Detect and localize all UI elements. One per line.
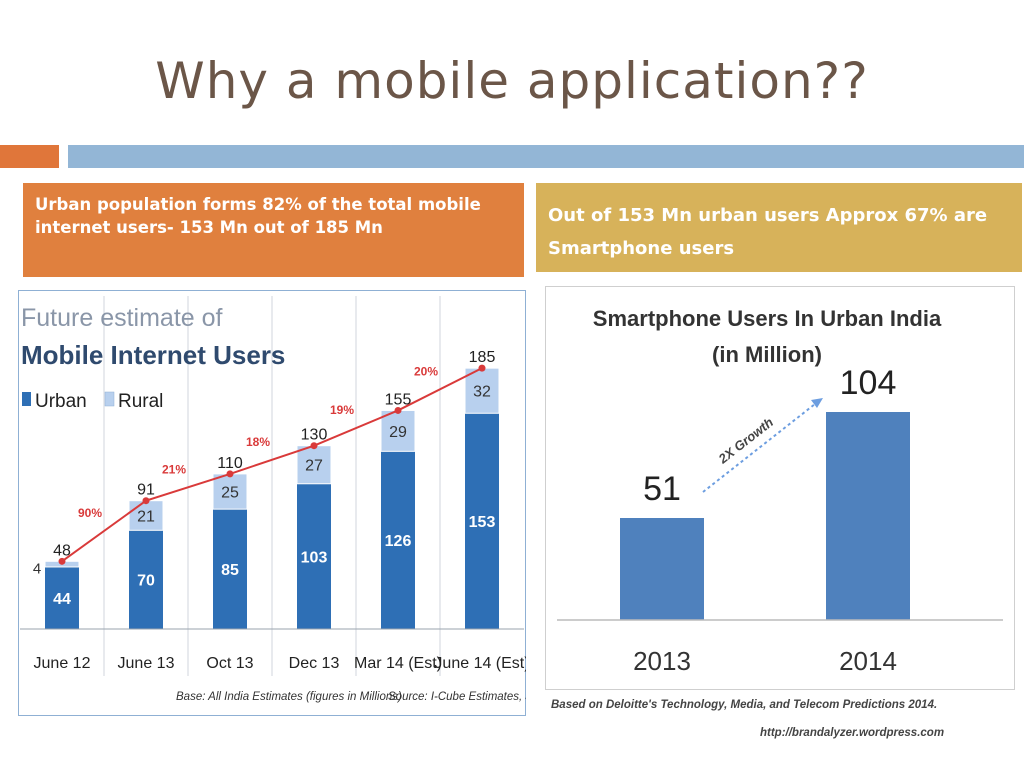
growth-point xyxy=(226,470,234,478)
total-value-label: 48 xyxy=(53,542,71,559)
growth-rate-label: 20% xyxy=(414,364,438,378)
bar-rural xyxy=(128,500,164,531)
growth-point xyxy=(142,497,150,505)
category-label: June 12 xyxy=(34,655,91,672)
growth-rate-label: 19% xyxy=(330,403,354,417)
bar-urban xyxy=(213,509,247,629)
total-value-label: 155 xyxy=(385,391,412,408)
growth-point xyxy=(394,406,402,414)
category-label: June 13 xyxy=(118,655,175,672)
category-label: Mar 14 (Est) xyxy=(354,655,442,672)
urban-value-label: 85 xyxy=(221,562,239,579)
total-value-label: 91 xyxy=(137,482,155,499)
growth-rate-label: 21% xyxy=(162,462,186,476)
rural-value-label: 27 xyxy=(305,458,323,475)
category-label: Dec 13 xyxy=(289,655,340,672)
bar-urban xyxy=(297,483,331,629)
category-label: June 14 (Est) xyxy=(434,655,526,672)
accent-bar-orange xyxy=(0,145,59,168)
footnote-source: Source: I-Cube Estimates, June 2013 xyxy=(388,691,526,703)
bar-urban xyxy=(465,413,499,629)
urban-value-label: 44 xyxy=(53,591,71,608)
chart-title-line2: (in Million) xyxy=(712,342,822,367)
smartphone-users-chart: Smartphone Users In Urban India (in Mill… xyxy=(545,286,1015,739)
callout-urban-population: Urban population forms 82% of the total … xyxy=(23,183,524,277)
accent-bar-blue xyxy=(68,145,1024,168)
urban-value-label: 153 xyxy=(469,514,496,531)
legend-rural-label: Rural xyxy=(118,391,163,412)
bar-urban xyxy=(381,451,415,629)
growth-point xyxy=(58,557,66,565)
footnote-url: http://brandalyzer.wordpress.com xyxy=(760,727,944,739)
growth-rate-label: 90% xyxy=(78,506,102,520)
urban-value-label: 126 xyxy=(385,533,412,550)
footnote-base: Base: All India Estimates (figures in Mi… xyxy=(176,691,402,703)
legend-urban-swatch xyxy=(22,392,31,406)
rural-value-label: 25 xyxy=(221,485,239,502)
chart-title-line1: Future estimate of xyxy=(21,304,223,332)
footnote-source: Based on Deloitte's Technology, Media, a… xyxy=(551,699,937,711)
category-label: 2013 xyxy=(633,646,691,676)
total-value-label: 130 xyxy=(301,427,328,444)
rural-value-label: 32 xyxy=(473,384,491,401)
category-label: 2014 xyxy=(839,646,897,676)
bar-rural xyxy=(296,445,332,485)
bar-smartphone-users xyxy=(620,518,704,620)
chart-title-line2: Mobile Internet Users xyxy=(21,340,285,370)
legend-urban-label: Urban xyxy=(35,391,87,412)
growth-line xyxy=(61,367,483,563)
mobile-internet-users-chart: Future estimate of Mobile Internet Users… xyxy=(18,290,526,716)
rural-value-label: 21 xyxy=(137,508,155,525)
value-label: 104 xyxy=(840,364,897,402)
total-value-label: 185 xyxy=(469,349,496,366)
total-value-label: 110 xyxy=(217,455,243,472)
growth-point xyxy=(310,442,318,450)
rural-value-label: 29 xyxy=(389,424,407,441)
growth-point xyxy=(478,364,486,372)
legend-rural-swatch xyxy=(104,391,115,407)
bar-urban xyxy=(45,566,79,629)
rural-value-label: 4 xyxy=(33,560,41,577)
bar-urban xyxy=(129,530,163,629)
category-label: Oct 13 xyxy=(206,655,253,672)
bar-rural xyxy=(212,473,248,510)
callout-smartphone-users: Out of 153 Mn urban users Approx 67% are… xyxy=(536,183,1022,272)
bar-rural xyxy=(464,367,500,414)
slide-title: Why a mobile application?? xyxy=(155,52,869,110)
bar-rural xyxy=(380,409,416,452)
urban-value-label: 103 xyxy=(301,549,328,566)
bar-smartphone-users xyxy=(826,412,910,620)
chart-title-line1: Smartphone Users In Urban India xyxy=(593,306,942,331)
urban-value-label: 70 xyxy=(137,573,155,590)
value-label: 51 xyxy=(643,470,681,508)
growth-rate-label: 18% xyxy=(246,435,270,449)
